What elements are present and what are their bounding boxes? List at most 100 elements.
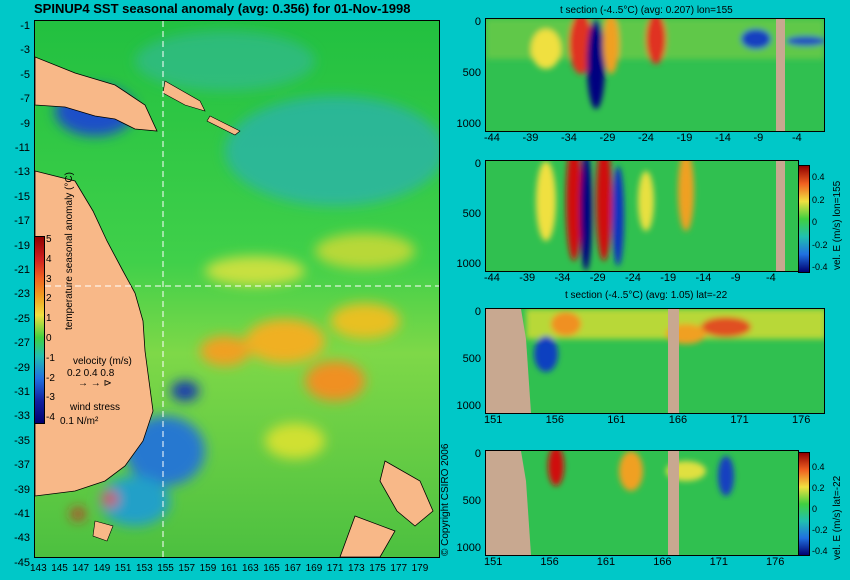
vel-colorbar-2: [798, 452, 810, 556]
vel-colorbar-tick: 0.4: [812, 172, 825, 182]
lat-tick-label: -15: [14, 190, 30, 203]
sst-map-graphic: [35, 21, 439, 557]
panel-x-tick: 151: [484, 556, 503, 568]
copyright: © Copyright CSIRO 2006: [440, 443, 451, 556]
panel-x-tick: -44: [484, 132, 500, 144]
velocity-legend-arrows: → → ⊳: [78, 378, 112, 389]
panel-y-tick: 0: [474, 158, 481, 170]
lon-tick-label: 171: [326, 563, 344, 574]
map-title: SPINUP4 SST seasonal anomaly (avg: 0.356…: [34, 1, 411, 16]
vel-colorbar-tick: -0.4: [812, 546, 828, 556]
lat-tick-label: -45: [14, 556, 30, 569]
panel-x-tick: -39: [519, 272, 536, 284]
panel-x-tick: 151: [484, 414, 503, 426]
vel-colorbar-tick: 0: [812, 504, 818, 514]
lon-tick-label: 179: [411, 563, 429, 574]
panel-x-tick: 171: [709, 556, 728, 568]
vel-colorbar-tick: 0.2: [812, 194, 825, 205]
lat-tick-label: -37: [14, 459, 30, 472]
colorbar-tick-label: 1: [46, 313, 52, 325]
lon-tick-label: 147: [72, 563, 90, 574]
lon-tick-label: 143: [30, 563, 47, 574]
panel-x-tick: 176: [766, 556, 785, 568]
colorbar-tick-label: 3: [46, 273, 52, 285]
panel-x-tick: -34: [561, 132, 577, 144]
australia-land: [35, 170, 154, 497]
vel-colorbar-tick: 0.2: [812, 483, 825, 493]
panel-x-tick: 161: [607, 414, 626, 426]
lat-tick-label: -41: [14, 508, 30, 520]
lon-tick-label: 175: [369, 563, 386, 574]
wind-legend-title: wind stress: [70, 402, 121, 413]
sst-anomaly-map[interactable]: [34, 20, 440, 558]
panel-x-tick: -19: [660, 272, 677, 284]
lon-tick-label: 145: [51, 563, 68, 574]
lat-tick-label: -11: [14, 142, 30, 154]
panel-y-tick: 1000: [456, 400, 481, 412]
lat-tick-label: -27: [14, 337, 30, 350]
panel2-colorbar-label: vel. E (m/s) lon=155: [832, 180, 843, 270]
lon-tick-label: 169: [305, 563, 323, 574]
colorbar-tick-label: -4: [46, 412, 55, 424]
section-panel-1[interactable]: [485, 18, 825, 132]
lat-tick-label: -31: [14, 386, 30, 398]
panel-x-tick: 171: [730, 414, 749, 426]
lat-tick-label: -17: [14, 215, 30, 228]
lat-tick-label: -7: [20, 93, 30, 106]
vel-colorbar-tick: -0.2: [812, 239, 828, 250]
lat-tick-label: -5: [20, 68, 30, 81]
panel-x-tick: -14: [695, 272, 712, 284]
panel-y-tick: 500: [462, 495, 481, 507]
panel-x-tick: -29: [599, 132, 616, 144]
lat-tick-label: -35: [14, 434, 30, 447]
panel-x-tick: 176: [792, 414, 811, 426]
section-panel-4[interactable]: [485, 450, 799, 556]
vel-colorbar-tick: 0: [812, 217, 818, 227]
lat-tick-label: -43: [14, 532, 30, 545]
vel-colorbar-1: [798, 165, 810, 273]
lat-tick-label: -9: [20, 117, 30, 130]
lon-tick-label: 149: [93, 563, 111, 574]
panel-x-tick: -19: [676, 132, 693, 144]
lon-tick-label: 163: [242, 563, 259, 574]
lat-tick-label: -19: [14, 239, 30, 252]
panel-y-tick: 500: [462, 67, 481, 79]
panel-y-tick: 1000: [456, 258, 481, 270]
lon-tick-label: 161: [220, 563, 238, 574]
panel-x-tick: -44: [484, 272, 500, 284]
colorbar-tick-label: -1: [46, 352, 55, 364]
lon-tick-label: 155: [157, 563, 174, 574]
panel-x-tick: -34: [554, 272, 571, 284]
panel-y-tick: 0: [474, 448, 481, 460]
section-panel-3[interactable]: [485, 308, 825, 414]
sst-colorbar: [34, 236, 45, 424]
panel-y-tick: 0: [474, 306, 481, 318]
colorbar-tick-label: 2: [46, 293, 52, 305]
colorbar-tick-label: -3: [46, 392, 55, 404]
lon-tick-label: 177: [390, 563, 408, 574]
panel-x-tick: -4: [766, 272, 776, 284]
panel-x-tick: -9: [753, 132, 764, 144]
panel-x-tick: 156: [540, 556, 559, 568]
velocity-legend-values: 0.2 0.4 0.8: [67, 368, 115, 379]
section-panel-2[interactable]: [485, 160, 799, 272]
panel-x-tick: -4: [792, 132, 802, 144]
panel-x-tick: 166: [653, 556, 672, 568]
panel-x-tick: -29: [589, 272, 606, 284]
panel-x-tick: -9: [730, 272, 741, 284]
velocity-legend-title: velocity (m/s): [73, 356, 132, 367]
lon-tick-label: 151: [114, 563, 132, 574]
panel-y-tick: 500: [462, 208, 481, 220]
panel-y-tick: 1000: [456, 118, 481, 130]
lat-tick-label: -25: [14, 312, 30, 325]
new-zealand-land: [379, 460, 434, 527]
colorbar-tick-label: 0: [46, 333, 52, 344]
vel-colorbar-tick: 0.4: [812, 462, 825, 472]
panel-x-tick: 156: [545, 414, 564, 426]
panel-y-tick: 500: [462, 353, 481, 365]
lat-tick-label: -39: [14, 483, 30, 496]
panel-x-tick: -39: [522, 132, 539, 144]
colorbar-tick-label: 4: [46, 253, 52, 265]
lon-tick-label: 159: [199, 563, 217, 574]
lat-tick-label: -1: [20, 20, 30, 32]
